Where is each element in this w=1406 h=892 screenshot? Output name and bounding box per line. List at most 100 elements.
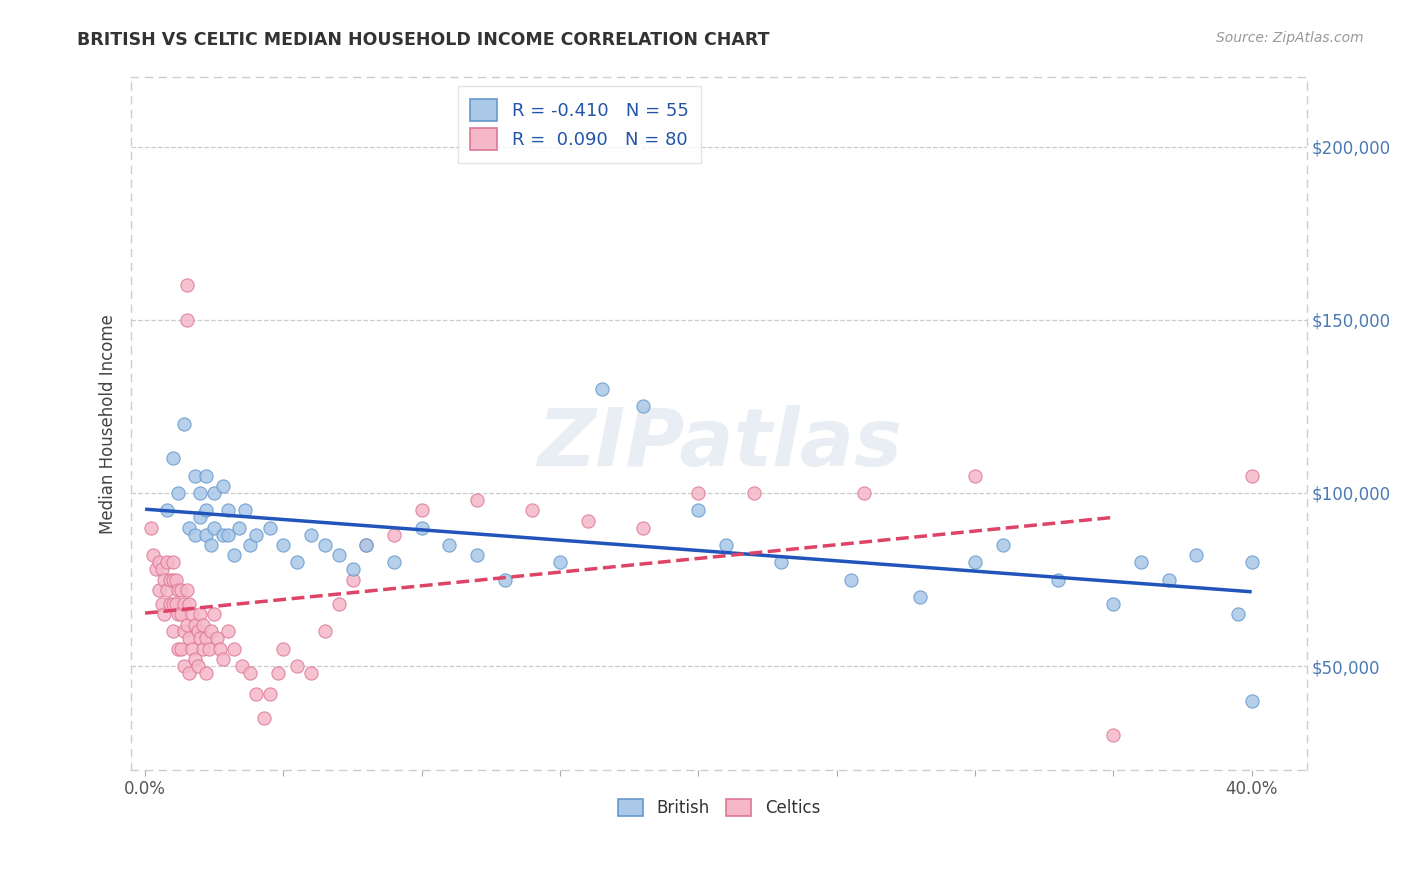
Point bbox=[228, 520, 250, 534]
Point bbox=[963, 555, 986, 569]
Point bbox=[165, 597, 187, 611]
Point bbox=[356, 538, 378, 552]
Point bbox=[465, 492, 488, 507]
Point bbox=[190, 632, 212, 646]
Point bbox=[187, 624, 209, 639]
Point bbox=[184, 652, 207, 666]
Point bbox=[194, 632, 217, 646]
Point bbox=[576, 514, 599, 528]
Point bbox=[217, 624, 239, 639]
Point bbox=[184, 527, 207, 541]
Point bbox=[167, 582, 190, 597]
Point bbox=[299, 527, 322, 541]
Point bbox=[202, 520, 225, 534]
Point bbox=[176, 313, 198, 327]
Point bbox=[1102, 728, 1125, 742]
Point bbox=[222, 641, 245, 656]
Legend: British, Celtics: British, Celtics bbox=[612, 792, 827, 824]
Point bbox=[150, 562, 173, 576]
Point bbox=[181, 641, 204, 656]
Point bbox=[314, 624, 336, 639]
Point bbox=[1047, 573, 1070, 587]
Point bbox=[1240, 555, 1263, 569]
Point bbox=[245, 687, 267, 701]
Point bbox=[190, 486, 212, 500]
Point bbox=[148, 582, 170, 597]
Point bbox=[205, 632, 228, 646]
Point bbox=[770, 555, 793, 569]
Point bbox=[1240, 468, 1263, 483]
Point bbox=[142, 549, 165, 563]
Point bbox=[1226, 607, 1249, 622]
Point bbox=[173, 624, 195, 639]
Point bbox=[145, 562, 167, 576]
Text: Source: ZipAtlas.com: Source: ZipAtlas.com bbox=[1216, 31, 1364, 45]
Point bbox=[714, 538, 737, 552]
Point bbox=[382, 555, 405, 569]
Point bbox=[273, 641, 295, 656]
Point bbox=[285, 555, 308, 569]
Point bbox=[197, 641, 219, 656]
Point bbox=[187, 659, 209, 673]
Point bbox=[190, 607, 212, 622]
Point bbox=[908, 590, 931, 604]
Point bbox=[202, 607, 225, 622]
Point bbox=[194, 503, 217, 517]
Point bbox=[184, 468, 207, 483]
Point bbox=[494, 573, 516, 587]
Point bbox=[167, 486, 190, 500]
Point bbox=[194, 666, 217, 681]
Text: BRITISH VS CELTIC MEDIAN HOUSEHOLD INCOME CORRELATION CHART: BRITISH VS CELTIC MEDIAN HOUSEHOLD INCOM… bbox=[77, 31, 770, 49]
Point bbox=[1102, 597, 1125, 611]
Point bbox=[231, 659, 253, 673]
Point bbox=[193, 617, 215, 632]
Point bbox=[148, 555, 170, 569]
Y-axis label: Median Household Income: Median Household Income bbox=[100, 314, 117, 533]
Point bbox=[742, 486, 765, 500]
Point bbox=[184, 617, 207, 632]
Point bbox=[162, 451, 184, 466]
Point bbox=[202, 486, 225, 500]
Point bbox=[411, 503, 433, 517]
Point bbox=[173, 597, 195, 611]
Point bbox=[259, 520, 281, 534]
Point bbox=[153, 607, 176, 622]
Point bbox=[167, 607, 190, 622]
Point bbox=[162, 597, 184, 611]
Point bbox=[314, 538, 336, 552]
Point bbox=[285, 659, 308, 673]
Point bbox=[688, 486, 710, 500]
Point bbox=[631, 400, 654, 414]
Point bbox=[839, 573, 862, 587]
Point bbox=[963, 468, 986, 483]
Point bbox=[411, 520, 433, 534]
Point bbox=[239, 666, 262, 681]
Point bbox=[259, 687, 281, 701]
Point bbox=[439, 538, 461, 552]
Point bbox=[200, 538, 222, 552]
Point bbox=[991, 538, 1014, 552]
Point bbox=[162, 624, 184, 639]
Point bbox=[156, 503, 179, 517]
Point bbox=[181, 607, 204, 622]
Point bbox=[162, 573, 184, 587]
Point bbox=[342, 562, 364, 576]
Point bbox=[267, 666, 290, 681]
Point bbox=[153, 573, 176, 587]
Point bbox=[179, 520, 201, 534]
Point bbox=[156, 555, 179, 569]
Point bbox=[179, 666, 201, 681]
Point bbox=[328, 549, 350, 563]
Point bbox=[1130, 555, 1153, 569]
Point bbox=[688, 503, 710, 517]
Point bbox=[631, 520, 654, 534]
Point bbox=[193, 641, 215, 656]
Point bbox=[222, 549, 245, 563]
Point bbox=[211, 479, 233, 493]
Point bbox=[253, 711, 276, 725]
Point bbox=[150, 597, 173, 611]
Point bbox=[342, 573, 364, 587]
Point bbox=[190, 510, 212, 524]
Point bbox=[173, 417, 195, 431]
Point bbox=[194, 468, 217, 483]
